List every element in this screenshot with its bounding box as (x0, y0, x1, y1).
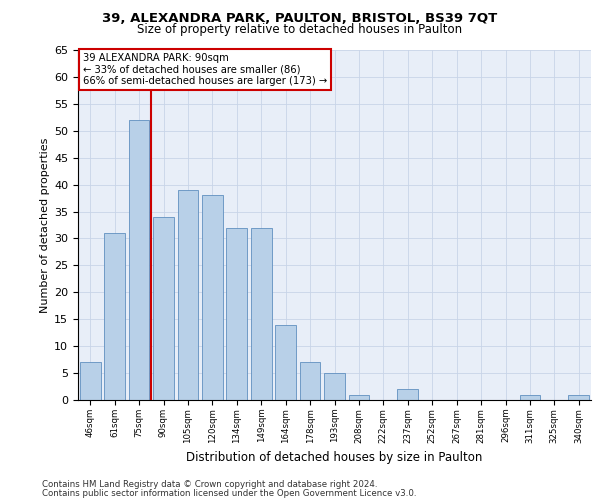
Y-axis label: Number of detached properties: Number of detached properties (40, 138, 50, 312)
Bar (299, 362, 320, 400)
Bar (568, 394, 589, 400)
Bar (349, 394, 370, 400)
Bar (226, 228, 247, 400)
Bar (324, 373, 345, 400)
X-axis label: Distribution of detached houses by size in Paulton: Distribution of detached houses by size … (187, 451, 482, 464)
Bar (80, 362, 101, 400)
Text: Contains HM Land Registry data © Crown copyright and database right 2024.: Contains HM Land Registry data © Crown c… (42, 480, 377, 489)
Bar (275, 324, 296, 400)
Text: 39, ALEXANDRA PARK, PAULTON, BRISTOL, BS39 7QT: 39, ALEXANDRA PARK, PAULTON, BRISTOL, BS… (103, 12, 497, 26)
Text: Size of property relative to detached houses in Paulton: Size of property relative to detached ho… (137, 24, 463, 36)
Bar (520, 394, 541, 400)
Bar (397, 389, 418, 400)
Bar (178, 190, 199, 400)
Text: Contains public sector information licensed under the Open Government Licence v3: Contains public sector information licen… (42, 488, 416, 498)
Bar (251, 228, 272, 400)
Bar (128, 120, 149, 400)
Bar (153, 217, 174, 400)
Text: 39 ALEXANDRA PARK: 90sqm
← 33% of detached houses are smaller (86)
66% of semi-d: 39 ALEXANDRA PARK: 90sqm ← 33% of detach… (83, 52, 327, 86)
Bar (104, 233, 125, 400)
Bar (202, 196, 223, 400)
